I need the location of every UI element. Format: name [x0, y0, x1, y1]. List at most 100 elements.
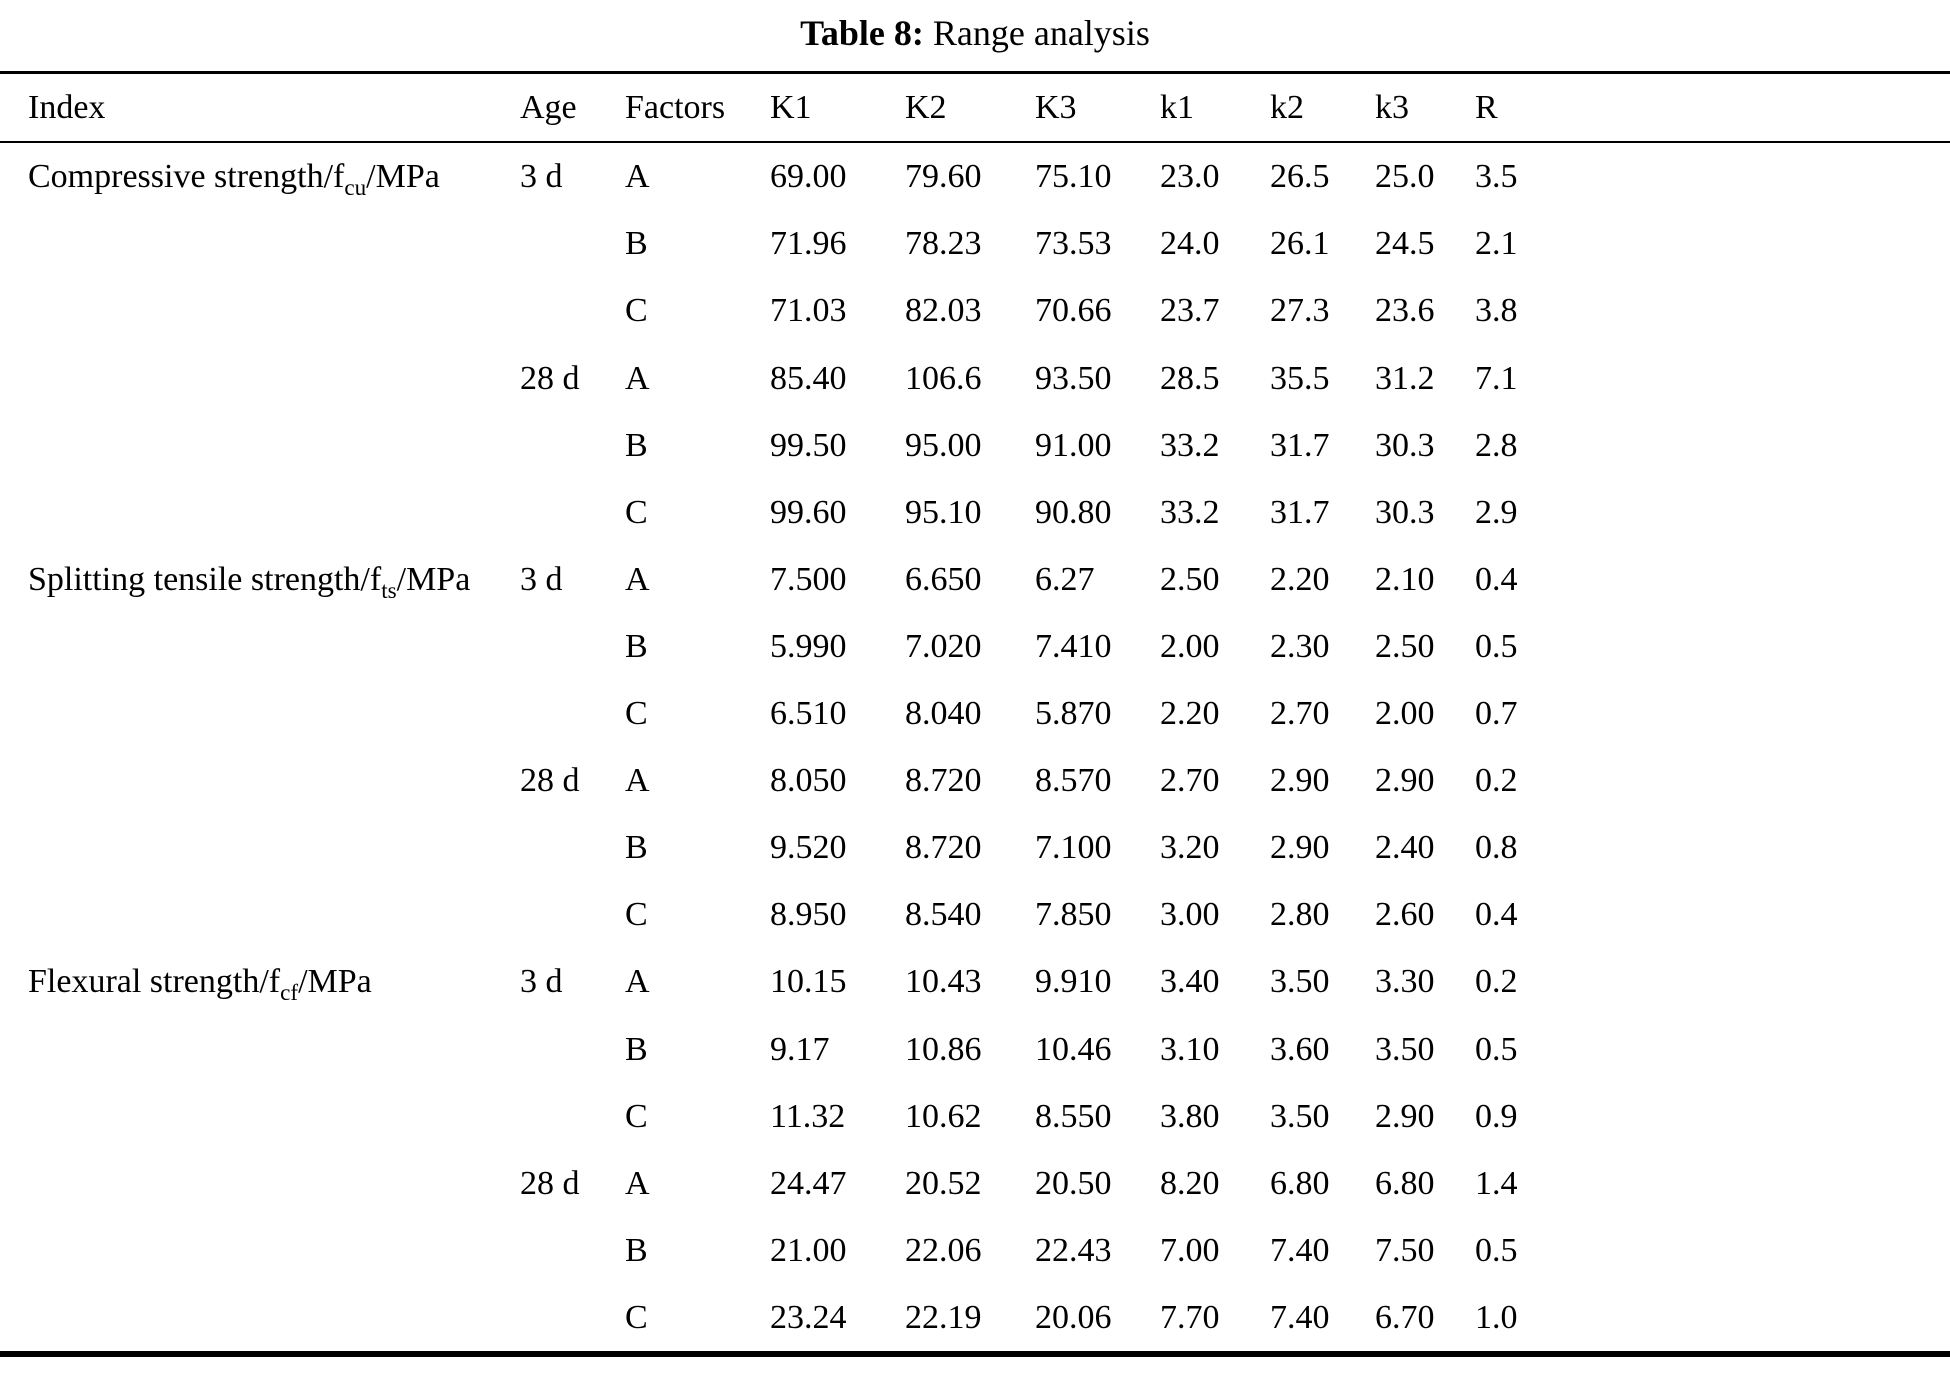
table-row: B 5.990 7.020 7.410 2.00 2.30 2.50 0.5	[0, 613, 1950, 680]
K1-cell: 71.96	[770, 225, 847, 263]
k1-cell: 3.40	[1160, 963, 1220, 1001]
K2-cell: 79.60	[905, 158, 982, 196]
table-header: Index Age Factors K1 K2 K3 k1 k2 k3 R	[0, 72, 1950, 144]
k2-cell: 31.7	[1270, 426, 1330, 464]
factor-cell: A	[625, 359, 650, 397]
R-cell: 0.8	[1475, 829, 1518, 867]
k1-cell: 3.80	[1160, 1097, 1220, 1135]
k2-cell: 6.80	[1270, 1164, 1330, 1202]
age-cell	[520, 613, 625, 680]
table-row: C 8.950 8.540 7.850 3.00 2.80 2.60 0.4	[0, 881, 1950, 948]
column-header-K3: K3	[1035, 72, 1160, 144]
k3-cell: 30.3	[1375, 493, 1435, 531]
K2-cell: 20.52	[905, 1164, 982, 1202]
R-cell: 0.5	[1475, 1030, 1518, 1068]
factor-cell: C	[625, 896, 648, 934]
K1-cell: 9.520	[770, 829, 847, 867]
table-row: C 23.24 22.19 20.06 7.70 7.40 6.70 1.0	[0, 1284, 1950, 1354]
column-header-K1: K1	[770, 72, 905, 144]
K2-cell: 95.10	[905, 493, 982, 531]
k3-cell: 6.70	[1375, 1298, 1435, 1336]
index-cell	[0, 479, 520, 546]
k1-cell: 33.2	[1160, 426, 1220, 464]
column-header-K2: K2	[905, 72, 1035, 144]
K2-cell: 8.720	[905, 829, 982, 867]
index-cell	[0, 1016, 520, 1083]
k2-cell: 3.50	[1270, 1097, 1330, 1135]
table-caption-label: Table 8:	[800, 13, 924, 53]
K2-cell: 10.62	[905, 1097, 982, 1135]
age-cell	[520, 1083, 625, 1150]
k3-cell: 24.5	[1375, 225, 1435, 263]
K1-cell: 11.32	[770, 1097, 846, 1135]
k2-cell: 2.20	[1270, 560, 1330, 598]
K1-cell: 10.15	[770, 963, 847, 1001]
factor-cell: C	[625, 695, 648, 733]
K1-cell: 24.47	[770, 1164, 847, 1202]
factor-cell: C	[625, 1298, 648, 1336]
K2-cell: 95.00	[905, 426, 982, 464]
index-cell	[0, 277, 520, 344]
index-cell	[0, 613, 520, 680]
K2-cell: 8.040	[905, 695, 982, 733]
table-row: C 99.60 95.10 90.80 33.2 31.7 30.3 2.9	[0, 479, 1950, 546]
K1-cell: 85.40	[770, 359, 847, 397]
factor-cell: C	[625, 1097, 648, 1135]
K3-cell: 22.43	[1035, 1231, 1112, 1269]
table-row: B 21.00 22.06 22.43 7.00 7.40 7.50 0.5	[0, 1217, 1950, 1284]
k1-cell: 2.70	[1160, 762, 1220, 800]
k3-cell: 2.90	[1375, 762, 1435, 800]
table-caption-text: Range analysis	[932, 13, 1150, 53]
k3-cell: 2.40	[1375, 829, 1435, 867]
index-subscript: ts	[381, 577, 397, 604]
k2-cell: 7.40	[1270, 1231, 1330, 1269]
k2-cell: 26.5	[1270, 158, 1330, 196]
K3-cell: 7.410	[1035, 627, 1112, 665]
R-cell: 0.4	[1475, 560, 1518, 598]
k2-cell: 31.7	[1270, 493, 1330, 531]
index-cell	[0, 210, 520, 277]
column-header-k3: k3	[1375, 72, 1475, 144]
factor-cell: B	[625, 1231, 648, 1269]
age-cell	[520, 680, 625, 747]
R-cell: 2.9	[1475, 493, 1518, 531]
K3-cell: 90.80	[1035, 493, 1112, 531]
index-subscript: cf	[280, 980, 299, 1007]
k1-cell: 24.0	[1160, 225, 1220, 263]
k3-cell: 3.50	[1375, 1030, 1435, 1068]
index-cell: Flexural strength/fcf/MPa	[28, 963, 372, 1007]
index-cell	[0, 345, 520, 412]
K2-cell: 106.6	[905, 359, 982, 397]
k2-cell: 3.60	[1270, 1030, 1330, 1068]
table-row: B 71.96 78.23 73.53 24.0 26.1 24.5 2.1	[0, 210, 1950, 277]
K2-cell: 8.540	[905, 896, 982, 934]
column-header-k1: k1	[1160, 72, 1270, 144]
k1-cell: 2.20	[1160, 695, 1220, 733]
K2-cell: 7.020	[905, 627, 982, 665]
table-row: B 99.50 95.00 91.00 33.2 31.7 30.3 2.8	[0, 412, 1950, 479]
k3-cell: 2.10	[1375, 560, 1435, 598]
k3-cell: 31.2	[1375, 359, 1435, 397]
k1-cell: 33.2	[1160, 493, 1220, 531]
k3-cell: 2.60	[1375, 896, 1435, 934]
age-cell: 3 d	[520, 560, 563, 598]
R-cell: 0.7	[1475, 695, 1518, 733]
K1-cell: 99.50	[770, 426, 847, 464]
k1-cell: 7.70	[1160, 1298, 1220, 1336]
k1-cell: 3.00	[1160, 896, 1220, 934]
k3-cell: 7.50	[1375, 1231, 1435, 1269]
K1-cell: 5.990	[770, 627, 847, 665]
factor-cell: A	[625, 1164, 650, 1202]
factor-cell: A	[625, 762, 650, 800]
factor-cell: A	[625, 158, 650, 196]
age-cell	[520, 412, 625, 479]
R-cell: 0.2	[1475, 963, 1518, 1001]
index-cell	[0, 814, 520, 881]
table-body: Compressive strength/fcu/MPa 3 d A 69.00 79.…	[0, 142, 1950, 1354]
R-cell: 2.8	[1475, 426, 1518, 464]
k3-cell: 3.30	[1375, 963, 1435, 1001]
table-row: C 6.510 8.040 5.870 2.20 2.70 2.00 0.7	[0, 680, 1950, 747]
K1-cell: 8.950	[770, 896, 847, 934]
age-cell: 28 d	[520, 359, 580, 397]
